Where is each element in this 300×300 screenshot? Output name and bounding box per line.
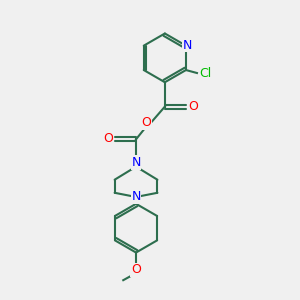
- Text: N: N: [183, 39, 192, 52]
- Text: O: O: [131, 263, 141, 276]
- Text: N: N: [131, 156, 141, 169]
- Text: O: O: [141, 116, 151, 129]
- Text: N: N: [131, 190, 141, 203]
- Text: O: O: [188, 100, 198, 113]
- Text: Cl: Cl: [199, 67, 212, 80]
- Text: O: O: [103, 132, 113, 145]
